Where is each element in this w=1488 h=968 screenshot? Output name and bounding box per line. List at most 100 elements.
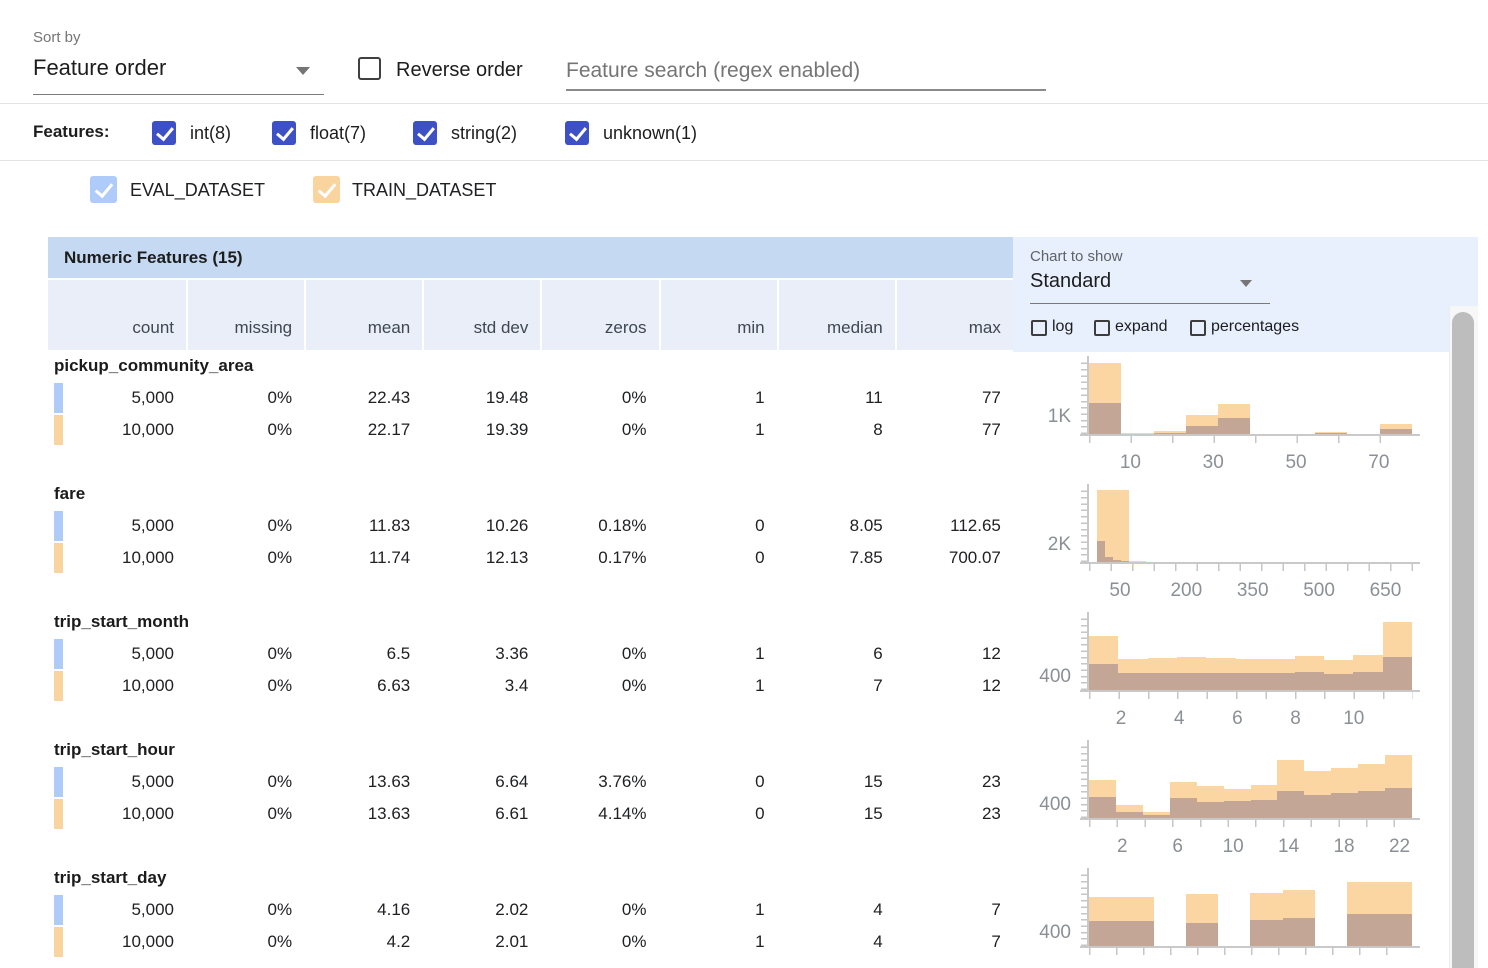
histogram-bar (1105, 490, 1114, 562)
chevron-down-icon (296, 67, 310, 75)
y-axis-ticks (1081, 486, 1087, 562)
histogram-bar (1121, 433, 1154, 434)
histogram: 400 (1013, 864, 1449, 968)
stat-value: 22.17 (367, 420, 411, 439)
count-cell: 5,000 (48, 382, 186, 414)
feature-block: pickup_community_area 5,000 0% 22.43 19.48 0%… (48, 352, 1449, 480)
stat-value: 23 (981, 772, 1001, 791)
features-label: Features: (33, 122, 110, 141)
histogram-bar (1113, 490, 1122, 562)
count-cell: 5,000 (48, 894, 186, 926)
stat-value: 0% (621, 932, 647, 951)
chart-type-value: Standard (1030, 270, 1112, 292)
y-axis-label: 400 (1039, 921, 1071, 943)
x-axis-ticks (1089, 692, 1413, 699)
feature-search-input[interactable] (566, 53, 1046, 91)
histogram-bar (1121, 490, 1130, 562)
stat-row: 10,000 0% 13.63 6.61 4.14% 0 15 23 (48, 798, 1013, 830)
stat-value: 15 (863, 804, 883, 823)
expand-checkbox[interactable] (1094, 320, 1110, 336)
histogram-bar (1265, 658, 1295, 690)
overlap-segment (1382, 656, 1412, 690)
train-segment (1379, 881, 1412, 915)
count-cell: 5,000 (48, 766, 186, 798)
float-filter-checkbox[interactable] (272, 121, 296, 145)
string-filter-checkbox[interactable] (413, 121, 437, 145)
x-axis-label: 22 (1388, 836, 1411, 857)
sort-by-dropdown[interactable]: Feature order (33, 55, 324, 95)
train-dataset-label: TRAIN_DATASET (352, 180, 497, 200)
stat-value: 3.36 (495, 644, 529, 663)
overlap-segment (1177, 672, 1207, 690)
train-segment (1196, 786, 1224, 802)
overlap-segment (1304, 795, 1332, 818)
overlap-segment (1235, 673, 1266, 690)
train-segment (1223, 788, 1251, 801)
feature-filters-row: Features: int(8) float(7) string(2) unkn… (0, 103, 1488, 161)
y-axis-ticks (1081, 614, 1087, 690)
overlap-segment (1089, 920, 1122, 946)
overlap-segment (1223, 800, 1251, 818)
log-checkbox[interactable] (1031, 320, 1047, 336)
train-segment (1115, 805, 1143, 813)
histogram-bars (1089, 742, 1413, 818)
reverse-order-label: Reverse order (396, 59, 523, 81)
vertical-scrollbar-thumb[interactable] (1452, 312, 1474, 968)
train-segment (1206, 657, 1236, 673)
stat-value: 1 (755, 420, 765, 439)
chart-type-dropdown[interactable]: Standard (1030, 270, 1270, 300)
stat-value: 7 (991, 900, 1001, 919)
x-axis-ticks (1089, 436, 1413, 443)
histogram-bar (1089, 780, 1116, 818)
x-axis-ticks (1089, 820, 1413, 827)
stat-value: 8.05 (849, 516, 883, 535)
histogram-bar (1147, 657, 1178, 690)
dataset-swatch (54, 543, 63, 573)
train-segment (1265, 658, 1295, 674)
stat-value: 10,000 (122, 676, 174, 695)
histogram-bar (1323, 659, 1354, 690)
log-label: log (1052, 318, 1074, 335)
sort-by-label: Sort by (33, 29, 81, 46)
overlap-segment (1121, 561, 1130, 562)
stat-row: 5,000 0% 4.16 2.02 0% 1 4 7 (48, 894, 1013, 926)
histogram-bar (1089, 363, 1122, 434)
stat-value: 10,000 (122, 420, 174, 439)
unknown-filter-checkbox[interactable] (565, 121, 589, 145)
int-filter-checkbox[interactable] (152, 121, 176, 145)
feature-block: trip_start_hour 5,000 0% 13.63 6.64 3.76% 0 15 2… (48, 736, 1449, 864)
histogram-bars (1089, 870, 1412, 946)
overlap-segment (1331, 793, 1359, 818)
histogram-bar (1185, 414, 1219, 434)
train-segment (1169, 781, 1197, 798)
eval-dataset-checkbox[interactable] (90, 176, 117, 203)
train-segment (1382, 622, 1412, 657)
histogram-bar (1115, 805, 1143, 818)
sort-dropdown-underline (33, 94, 324, 95)
dataset-swatch (54, 639, 63, 669)
stat-value: 0 (755, 548, 765, 567)
count-cell: 10,000 (48, 670, 186, 702)
stat-value: 11 (865, 388, 883, 407)
dataset-swatch (54, 671, 63, 701)
histogram-bar (1223, 788, 1251, 818)
histogram-bar (1304, 770, 1332, 818)
percentages-checkbox[interactable] (1190, 320, 1206, 336)
histogram-bar (1196, 786, 1224, 818)
histogram-bar (1235, 658, 1266, 690)
reverse-order-checkbox[interactable] (358, 57, 381, 80)
x-axis-label: 50 (1109, 580, 1131, 601)
stat-value: 0% (621, 644, 647, 663)
overlap-segment (1379, 914, 1412, 946)
feature-name: fare (54, 484, 86, 503)
column-header-median: median (776, 280, 895, 350)
stat-value: 6.5 (386, 644, 411, 663)
stat-row: 10,000 0% 22.17 19.39 0% 1 8 77 (48, 414, 1013, 446)
overlap-segment (1250, 799, 1278, 818)
stat-value: 8 (873, 420, 883, 439)
train-dataset-checkbox[interactable] (313, 176, 340, 203)
overlap-segment (1185, 923, 1219, 946)
overlap-segment (1294, 672, 1324, 690)
train-segment (1097, 490, 1106, 541)
stat-value: 0 (755, 516, 765, 535)
